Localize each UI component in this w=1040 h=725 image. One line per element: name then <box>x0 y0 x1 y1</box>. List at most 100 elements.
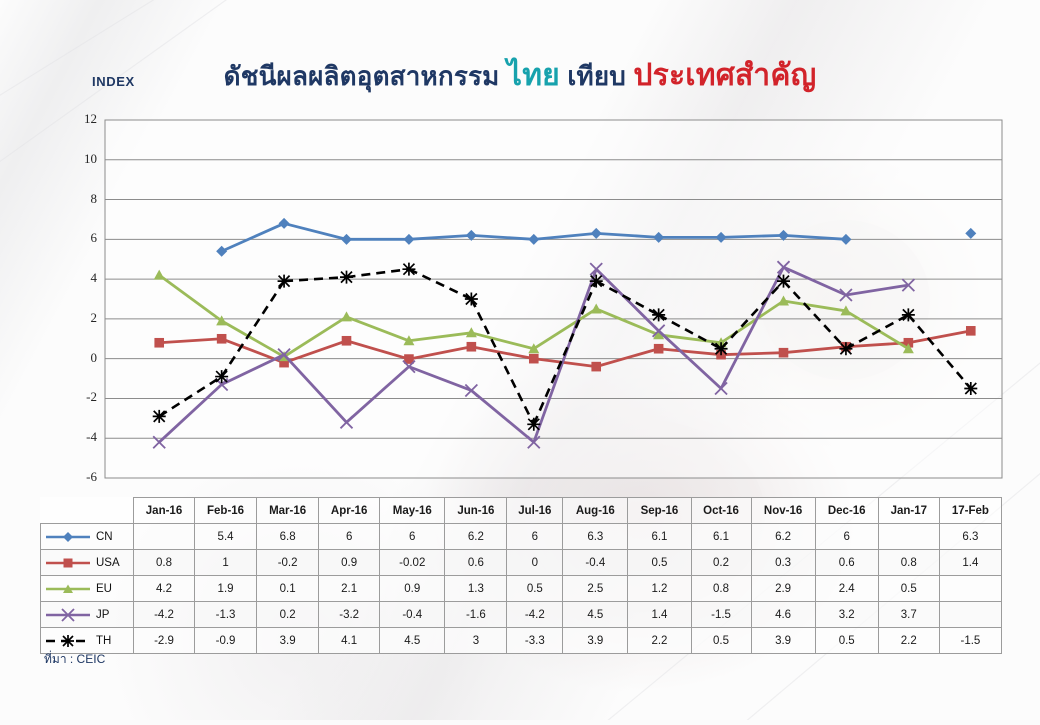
table-cell: -1.5 <box>938 627 1003 654</box>
table-cell: 4.5 <box>379 627 446 654</box>
table-cell: -0.02 <box>379 549 446 576</box>
asterisk-marker-icon <box>901 308 915 322</box>
series-line-segment <box>845 309 910 350</box>
table-cell: 4.2 <box>132 575 196 602</box>
legend-cell-usa: USA <box>40 549 134 576</box>
square-marker-icon <box>341 335 352 346</box>
table-cell: -3.2 <box>318 601 381 628</box>
table-col-header: Jul-16 <box>506 497 564 524</box>
series-line-segment <box>533 357 597 369</box>
asterisk-marker-icon <box>589 274 603 288</box>
table-body: CN 5.4 6.8 6 6 6.2 6 6.3 6.1 6.1 6.2 6 6.3 USA 0.8 1 -0.… <box>40 523 1003 654</box>
table-cell: -3.3 <box>506 627 564 654</box>
table-cell: -2.9 <box>132 627 196 654</box>
table-cell <box>938 601 1003 628</box>
diamond-marker-icon <box>840 233 852 245</box>
table-cell: 0.5 <box>814 627 879 654</box>
table-cell: 0.6 <box>444 549 508 576</box>
asterisk-marker-icon <box>277 274 291 288</box>
table-cell: 0.3 <box>750 549 816 576</box>
legend-cell-cn: CN <box>40 523 134 550</box>
triangle-marker-icon <box>465 327 477 338</box>
series-line-segment <box>220 280 286 378</box>
series-line-segment <box>783 299 847 313</box>
series-line-segment <box>283 315 348 358</box>
diamond-marker-icon <box>590 227 602 239</box>
asterisk-marker-icon <box>652 308 666 322</box>
series-line-segment <box>158 375 223 418</box>
table-cell: 2.9 <box>750 575 816 602</box>
cross-marker-icon <box>839 288 853 302</box>
table-row: TH -2.9 -0.9 3.9 4.1 4.5 3 -3.3 3.9 2.2 0.5 3.9 0.5 2… <box>40 627 1003 654</box>
table-cell: 6 <box>318 523 381 550</box>
square-marker-icon <box>404 354 414 364</box>
data-table: Jan-16 Feb-16 Mar-16 Apr-16 May-16 Jun-16 Jul-… <box>40 497 1003 654</box>
y-tick-label: 2 <box>90 309 98 325</box>
page-title: ดัชนีผลผลิตอุตสาหกรรม ไทย เทียบ ประเทศสำ… <box>0 52 1040 99</box>
table-cell: 0.9 <box>318 549 381 576</box>
table-corner-cell <box>40 497 134 524</box>
source-note: ที่มา : CEIC <box>44 652 106 666</box>
legend-cell-eu: EU <box>40 575 134 602</box>
series-line-segment <box>159 337 222 345</box>
series-line-segment <box>346 315 410 343</box>
table-cell: -1.3 <box>194 601 258 628</box>
square-marker-icon <box>653 343 664 354</box>
square-marker-icon <box>216 333 227 344</box>
cross-marker-icon <box>776 260 791 274</box>
series-line-segment <box>658 313 722 350</box>
triangle-marker-icon <box>216 315 228 326</box>
square-marker-icon <box>279 357 289 368</box>
series-line-segment <box>595 307 660 337</box>
diamond-marker-icon <box>278 217 290 229</box>
asterisk-marker-icon <box>777 274 790 288</box>
series-line-segment <box>470 389 535 444</box>
square-marker-icon <box>965 326 976 336</box>
series-line-segment <box>408 365 472 392</box>
table-cell: -4.2 <box>132 601 196 628</box>
cross-marker-icon <box>464 383 478 398</box>
cross-marker-icon <box>152 435 166 449</box>
cross-marker-icon <box>776 260 791 274</box>
diamond-marker-icon <box>778 229 789 241</box>
table-cell: 3.9 <box>256 627 320 654</box>
diamond-marker-icon <box>403 233 415 245</box>
asterisk-marker-icon <box>527 417 541 431</box>
cross-marker-icon <box>901 278 915 292</box>
series-line-segment <box>470 298 535 425</box>
diamond-marker-icon <box>653 231 665 243</box>
triangle-marker-icon <box>902 343 914 354</box>
asterisk-marker-icon <box>340 270 353 284</box>
table-col-header: Mar-16 <box>256 497 320 524</box>
table-cell <box>938 575 1003 602</box>
asterisk-marker-icon <box>152 409 166 423</box>
table-row: EU 4.2 1.9 0.1 2.1 0.9 1.3 0.5 2.5 1.2 0.8 2.9 2.4 0.… <box>40 575 1003 602</box>
asterisk-marker-icon <box>215 370 229 384</box>
table-cell: 5.4 <box>194 523 258 550</box>
table-col-header: Sep-16 <box>627 497 692 524</box>
asterisk-marker-icon <box>777 274 790 288</box>
table-cell: 2.5 <box>562 575 629 602</box>
square-marker-icon <box>154 337 165 348</box>
y-tick-label: 6 <box>90 230 98 246</box>
cross-marker-icon <box>714 381 728 396</box>
triangle-marker-icon <box>528 343 540 354</box>
square-marker-icon <box>466 341 477 352</box>
square-marker-icon <box>466 341 477 352</box>
series-line-segment <box>595 268 660 332</box>
asterisk-marker-icon <box>839 342 853 356</box>
series-line-segment <box>596 231 659 239</box>
table-col-header: Jun-16 <box>444 497 508 524</box>
diamond-marker-icon <box>216 245 228 257</box>
table-cell: 1.4 <box>627 601 692 628</box>
legend-marker-cn-icon: CN <box>45 530 113 544</box>
legend-cell-th: TH <box>40 627 134 654</box>
table-cell: 1.4 <box>938 549 1003 576</box>
diamond-marker-icon <box>715 231 727 243</box>
table-cell: 6.3 <box>938 523 1003 550</box>
diamond-marker-icon <box>590 227 602 239</box>
legend-label: CN <box>96 530 113 543</box>
table-cell: 6 <box>379 523 446 550</box>
square-marker-icon <box>653 343 664 354</box>
title-part-thailand: ไทย <box>506 59 560 92</box>
